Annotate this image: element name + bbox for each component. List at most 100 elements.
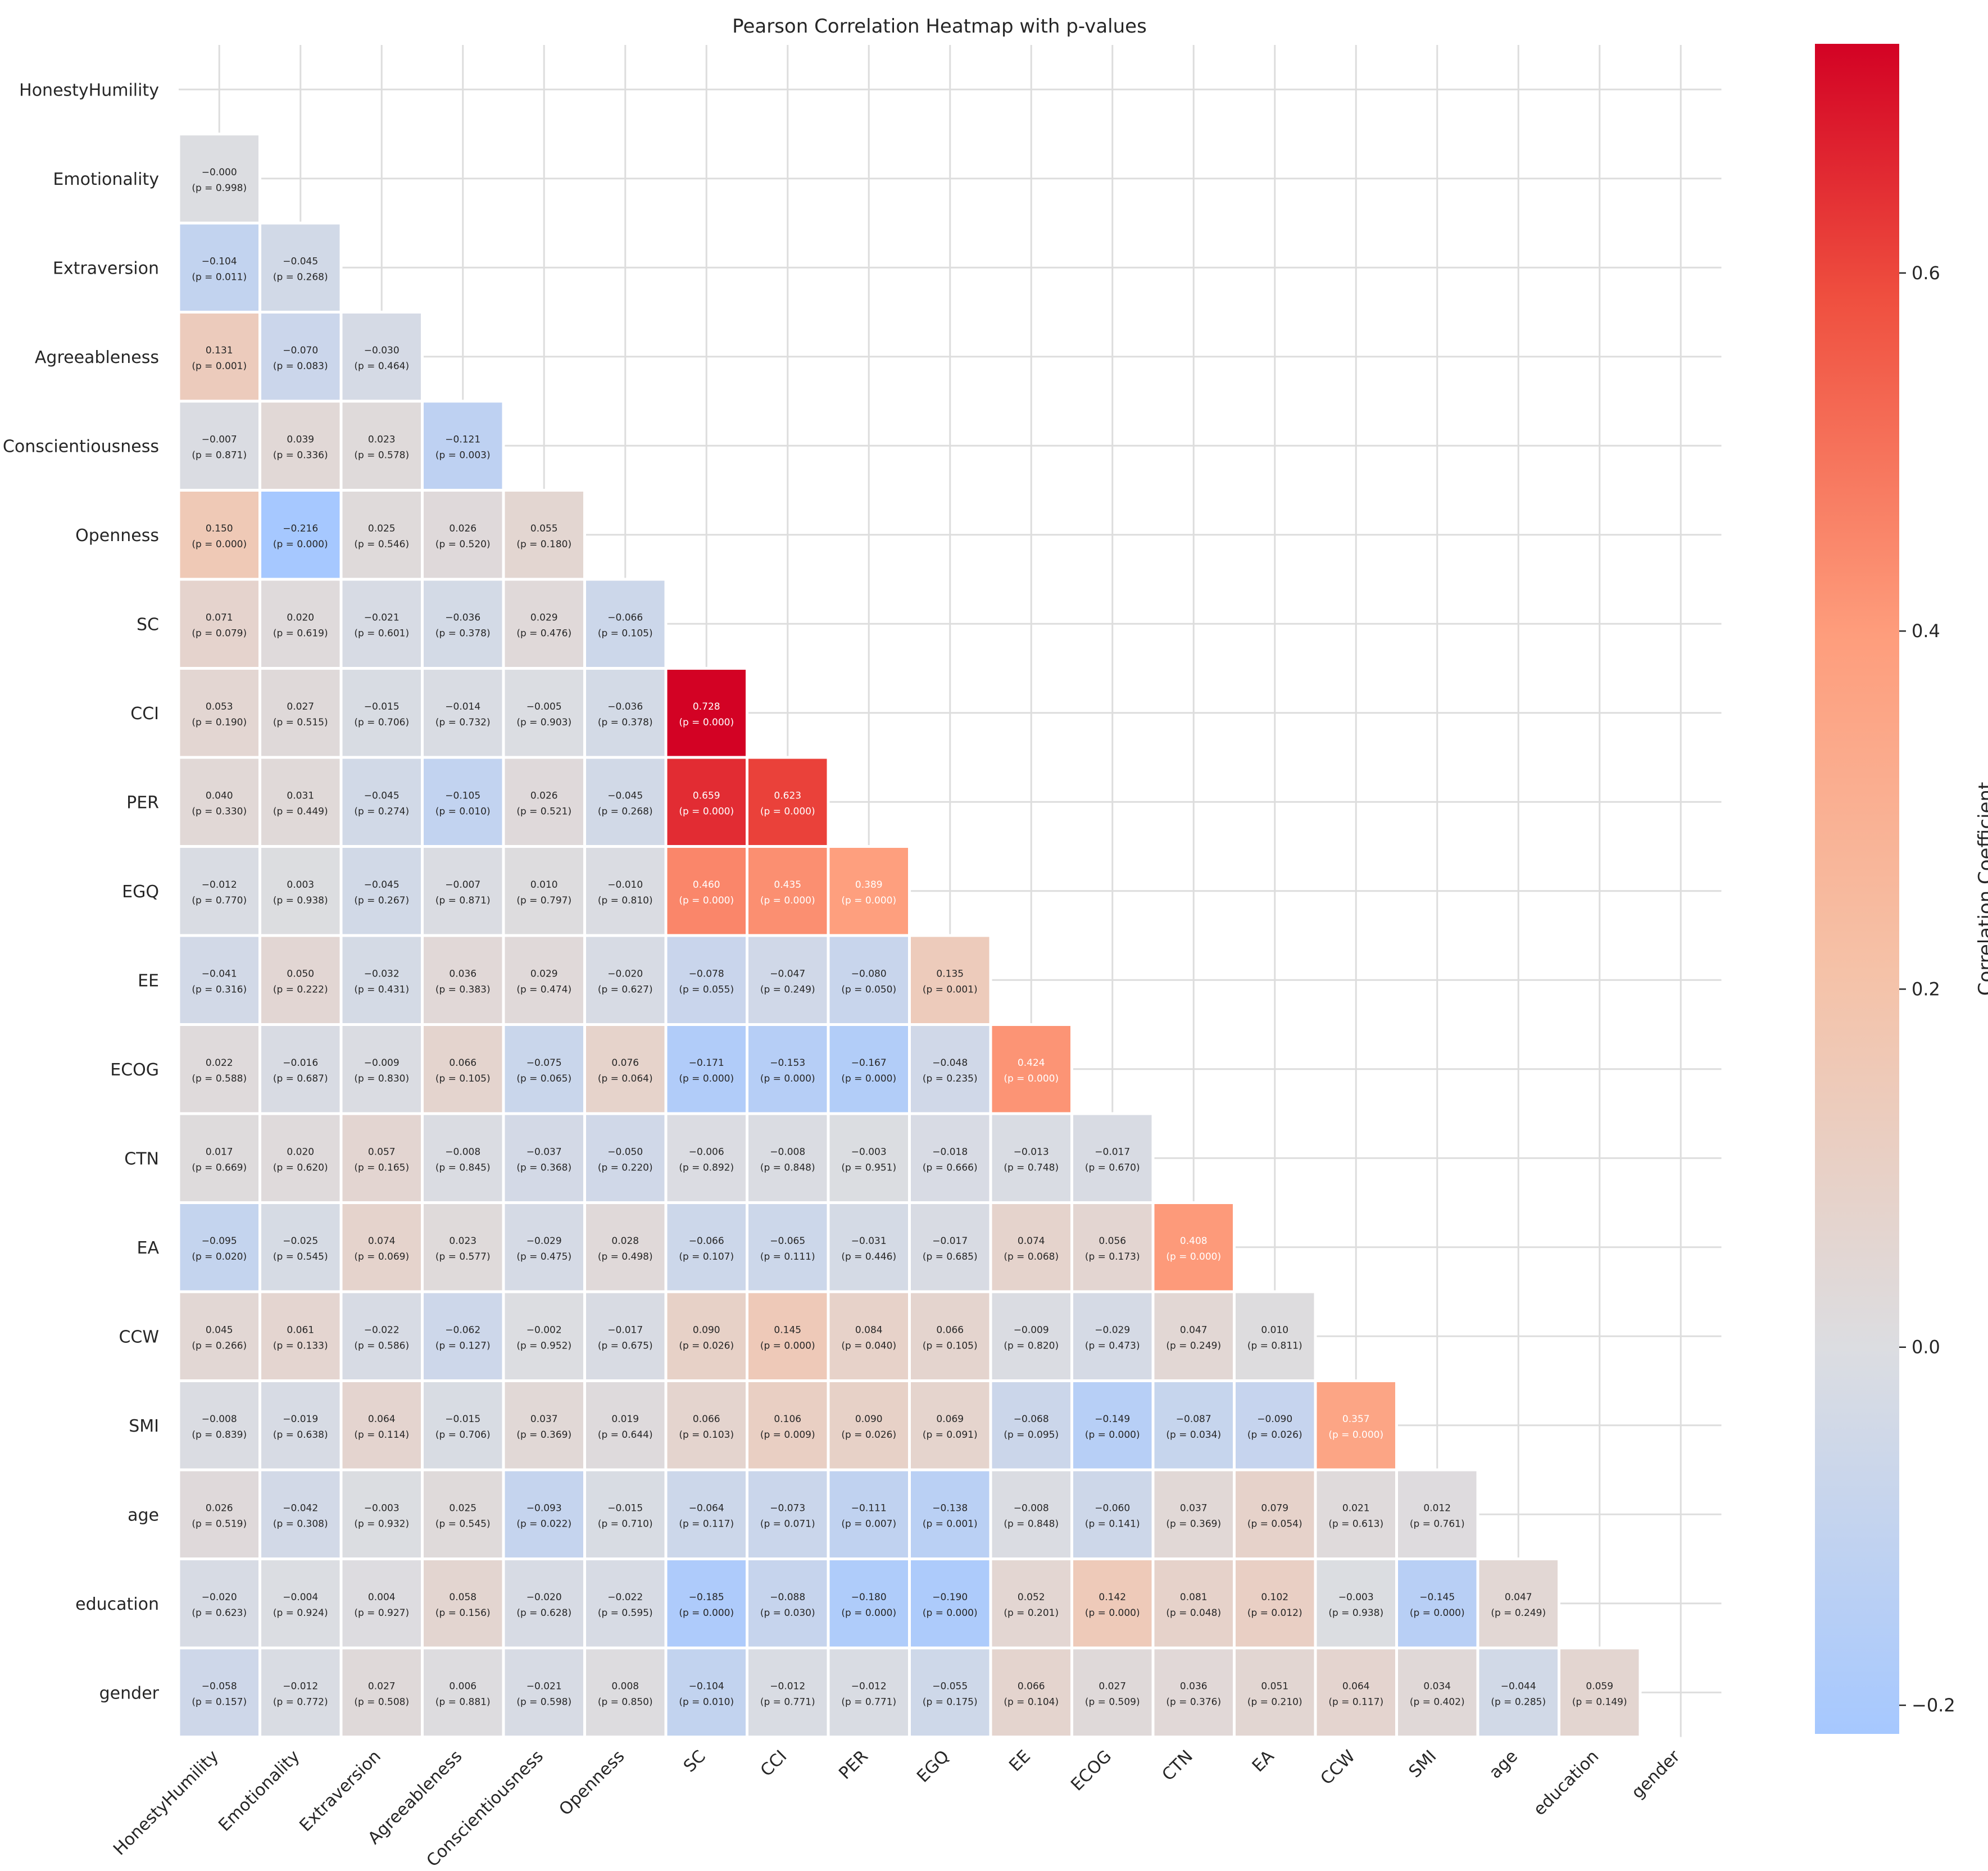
heatmap-cell: 0.006 (p = 0.881) [421,1646,505,1738]
cell-p-value: (p = 0.001) [192,361,247,372]
cell-r-value: 0.064 [368,1414,396,1425]
heatmap-cell: −0.068 (p = 0.095) [989,1379,1073,1472]
cell-rect [1151,1290,1236,1382]
heatmap-cell: −0.005 (p = 0.903) [502,667,586,759]
cell-rect [1233,1646,1317,1738]
cell-rect [177,311,261,403]
cell-p-value: (p = 0.190) [192,717,247,728]
cell-rect [664,1468,748,1560]
heatmap-cell: −0.138 (p = 0.001) [908,1468,992,1560]
cell-rect [421,578,505,670]
cell-p-value: (p = 0.117) [679,1518,734,1529]
heatmap-cell: −0.017 (p = 0.675) [583,1290,668,1382]
cell-p-value: (p = 0.675) [598,1340,653,1351]
cell-rect [502,1557,586,1650]
cell-r-value: 0.659 [693,790,720,801]
cell-p-value: (p = 0.083) [273,361,328,372]
y-tick-label: Openness [75,526,159,546]
cell-p-value: (p = 0.924) [273,1607,328,1619]
heatmap-cell: −0.041 (p = 0.316) [177,934,261,1026]
heatmap-cell: −0.093 (p = 0.022) [502,1468,586,1560]
heatmap-cell: −0.020 (p = 0.623) [177,1557,261,1650]
cell-r-value: −0.000 [202,167,237,178]
cell-p-value: (p = 0.000) [760,895,815,906]
heatmap-cell: −0.021 (p = 0.598) [502,1646,586,1738]
heatmap-cell: 0.408 (p = 0.000) [1151,1201,1236,1293]
y-tick-label: PER [126,793,159,812]
cell-r-value: 0.059 [1586,1681,1613,1692]
cell-rect [339,1646,424,1738]
heatmap-cell: −0.010 (p = 0.810) [583,845,668,937]
cell-r-value: 0.081 [1180,1592,1208,1603]
heatmap-cell: −0.012 (p = 0.772) [258,1646,343,1738]
cell-rect [177,845,261,937]
cell-rect [258,1557,343,1650]
cell-rect [827,1201,911,1293]
cell-p-value: (p = 0.473) [1085,1340,1140,1351]
cell-r-value: −0.007 [445,879,480,891]
cell-r-value: −0.050 [607,1146,643,1157]
heatmap-cell: −0.019 (p = 0.638) [258,1379,343,1472]
cell-p-value: (p = 0.000) [841,895,896,906]
cell-r-value: 0.071 [206,612,233,623]
heatmap-cell: 0.066 (p = 0.105) [908,1290,992,1382]
cell-r-value: −0.171 [689,1057,724,1069]
cell-rect [177,1023,261,1115]
cell-r-value: 0.623 [774,790,801,801]
colorbar: −0.2 0.0 0.2 0.4 0.6 Correlation Coefficient [1815,44,1988,1734]
colorbar-tick-label: 0.6 [1912,262,1940,284]
heatmap-cell: −0.014 (p = 0.732) [421,667,505,759]
cell-r-value: −0.121 [445,434,480,445]
cell-rect [258,578,343,670]
heatmap-cell: 0.037 (p = 0.369) [502,1379,586,1472]
cell-r-value: −0.015 [607,1502,643,1514]
cell-p-value: (p = 0.369) [516,1429,571,1441]
cell-rect [421,667,505,759]
cell-r-value: −0.029 [526,1236,562,1247]
cell-rect [258,934,343,1026]
heatmap-cell: 0.057 (p = 0.165) [339,1112,424,1204]
cell-rect [502,1112,586,1204]
cell-p-value: (p = 0.000) [679,717,734,728]
cell-r-value: 0.026 [530,790,558,801]
cell-p-value: (p = 0.498) [598,1251,653,1263]
cell-rect [908,1290,992,1382]
cell-p-value: (p = 0.613) [1328,1518,1383,1529]
cell-rect [421,1468,505,1560]
cell-rect [746,1023,830,1115]
heatmap-cell: −0.036 (p = 0.378) [421,578,505,670]
cell-r-value: −0.138 [932,1502,968,1514]
heatmap-cell: 0.047 (p = 0.249) [1476,1557,1560,1650]
cell-r-value: −0.153 [770,1057,805,1069]
cell-r-value: −0.070 [283,345,318,356]
heatmap-cell: 0.052 (p = 0.201) [989,1557,1073,1650]
heatmap-cell: 0.357 (p = 0.000) [1314,1379,1398,1472]
cell-p-value: (p = 0.105) [435,1073,491,1084]
cell-rect [421,1557,505,1650]
heatmap-cell: −0.104 (p = 0.011) [177,221,261,314]
cell-rect [502,934,586,1026]
cell-p-value: (p = 0.449) [273,806,328,817]
cell-rect [989,1379,1073,1472]
cell-r-value: −0.080 [851,968,887,979]
heatmap-cell: 0.066 (p = 0.105) [421,1023,505,1115]
cell-p-value: (p = 0.620) [273,1162,328,1173]
heatmap-cell: 0.084 (p = 0.040) [827,1290,911,1382]
cell-rect [177,1646,261,1738]
cell-p-value: (p = 0.770) [192,895,247,906]
cell-p-value: (p = 0.201) [1004,1607,1059,1619]
y-tick-label: age [128,1505,159,1525]
cell-r-value: 0.142 [1099,1592,1126,1603]
cell-rect [583,934,668,1026]
cell-rect [421,756,505,848]
cell-rect [339,756,424,848]
cell-p-value: (p = 0.316) [192,984,247,995]
cell-p-value: (p = 0.149) [1572,1696,1627,1707]
cell-rect [583,1379,668,1472]
heatmap-cell: 0.106 (p = 0.009) [746,1379,830,1472]
cell-p-value: (p = 0.845) [435,1162,491,1173]
cell-rect [258,221,343,314]
cell-rect [583,1201,668,1293]
heatmap-cell: −0.060 (p = 0.141) [1070,1468,1155,1560]
